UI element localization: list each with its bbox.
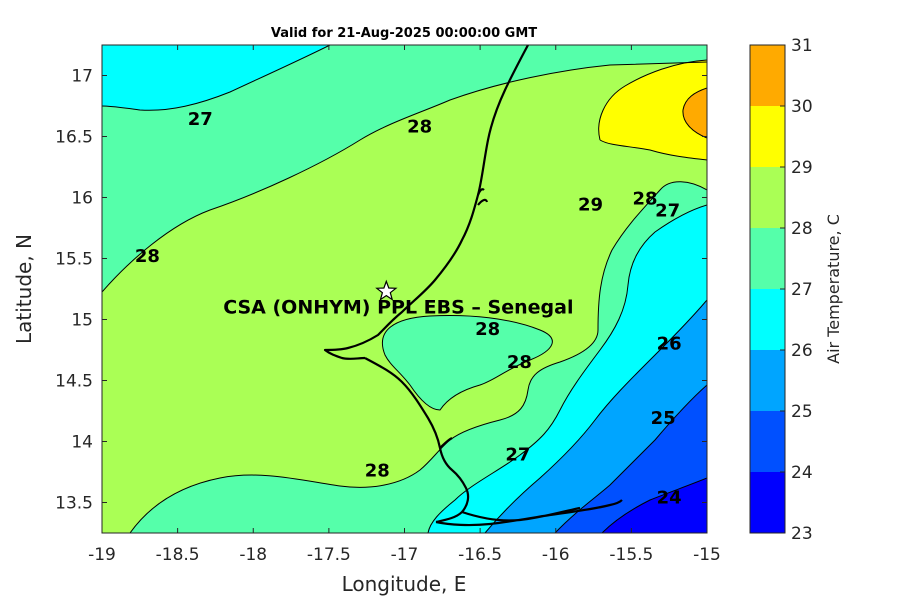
y-tick-label: 16 xyxy=(71,189,93,209)
contour-label: 28 xyxy=(475,319,500,340)
colorbar-segment xyxy=(750,289,785,350)
band-28-29-main xyxy=(102,62,707,533)
site-marker: CSA (ONHYM) PPL EBS – Senegal xyxy=(223,279,573,318)
contour-line-25 xyxy=(554,384,707,533)
contour-label: 27 xyxy=(188,109,213,130)
colorbar-tick-label: 25 xyxy=(791,402,813,422)
contour-lines xyxy=(102,45,707,533)
contour-label: 28 xyxy=(135,246,160,267)
colorbar-segment xyxy=(750,167,785,228)
coastline-north xyxy=(323,45,529,360)
site-label: CSA (ONHYM) PPL EBS – Senegal xyxy=(223,296,573,318)
colorbar-tick-label: 28 xyxy=(791,219,813,239)
x-tick-label: -15 xyxy=(693,545,721,565)
y-tick-label: 15 xyxy=(71,311,93,331)
contour-label: 28 xyxy=(407,117,432,138)
y-tick-label: 15.5 xyxy=(55,250,93,270)
coastline-west-bend xyxy=(364,357,470,524)
colorbar-segment xyxy=(750,45,785,106)
band-27-top xyxy=(102,45,330,111)
coastline xyxy=(323,45,623,527)
x-axis: -19 -18.5 -18 -17.5 -17 -16.5 -16 -15.5 -15 xyxy=(88,45,721,565)
colorbar-tick-label: 30 xyxy=(791,97,813,117)
colorbar-tick-label: 23 xyxy=(791,524,813,544)
contour-line-27-east xyxy=(427,204,707,533)
band-29-30 xyxy=(598,60,707,160)
y-tick-label: 14 xyxy=(71,433,93,453)
y-tick-label: 16.5 xyxy=(55,128,93,148)
colorbar-tick-label: 27 xyxy=(791,280,813,300)
x-tick-label: -17.5 xyxy=(307,545,351,565)
colorbar-segment xyxy=(750,350,785,411)
y-tick-label: 13.5 xyxy=(55,494,93,514)
coastline-gambia xyxy=(435,499,623,527)
colorbar-segment xyxy=(750,106,785,167)
colorbar-tick-label: 24 xyxy=(791,463,813,483)
contour-line-27-top xyxy=(102,45,331,111)
x-tick-label: -16.5 xyxy=(458,545,502,565)
contour-line-29 xyxy=(598,59,707,161)
contour-line-28-south xyxy=(129,181,707,533)
colorbar-tick-label: 31 xyxy=(791,36,813,56)
contour-label: 27 xyxy=(655,201,680,222)
band-23-24 xyxy=(602,478,707,533)
contour-label: 28 xyxy=(507,352,532,373)
colorbar-segment xyxy=(750,411,785,472)
contour-line-28-main xyxy=(102,61,707,293)
colorbar-tick-label: 26 xyxy=(791,341,813,361)
x-tick-label: -18 xyxy=(239,545,267,565)
contour-fill xyxy=(102,45,707,533)
contour-line-28-island xyxy=(381,315,553,411)
y-axis-label: Latitude, N xyxy=(12,234,36,344)
contour-label: 27 xyxy=(505,445,530,466)
x-tick-label: -18.5 xyxy=(156,545,200,565)
colorbar: 23 24 25 26 27 28 29 30 31 xyxy=(749,36,813,544)
band-27-28-island xyxy=(382,315,553,410)
x-tick-label: -15.5 xyxy=(609,545,653,565)
contour-label: 26 xyxy=(657,334,682,355)
colorbar-segment xyxy=(750,228,785,289)
x-axis-label: Longitude, E xyxy=(342,572,467,596)
contour-label: 28 xyxy=(632,189,657,210)
coastline-spur xyxy=(439,188,489,449)
site-star-icon xyxy=(375,279,398,301)
contour-label: 29 xyxy=(578,195,603,216)
y-tick-label: 14.5 xyxy=(55,372,93,392)
contour-label: 24 xyxy=(657,487,682,508)
contour-label: 25 xyxy=(651,408,676,429)
contour-line-30 xyxy=(682,87,707,139)
y-axis: 13.5 14 14.5 15 15.5 16 16.5 17 xyxy=(55,67,707,514)
x-tick-label: -17 xyxy=(391,545,419,565)
contour-line-26 xyxy=(484,299,707,533)
chart-title: Valid for 21-Aug-2025 00:00:00 GMT xyxy=(271,26,537,41)
colorbar-label: Air Temperature, C xyxy=(824,214,843,364)
colorbar-segment xyxy=(750,472,785,533)
contour-label: 28 xyxy=(365,461,390,482)
x-tick-label: -19 xyxy=(88,545,116,565)
x-tick-label: -16 xyxy=(542,545,570,565)
colorbar-tick-label: 29 xyxy=(791,158,813,178)
y-tick-label: 17 xyxy=(71,67,93,87)
contour-line-24 xyxy=(601,477,707,533)
